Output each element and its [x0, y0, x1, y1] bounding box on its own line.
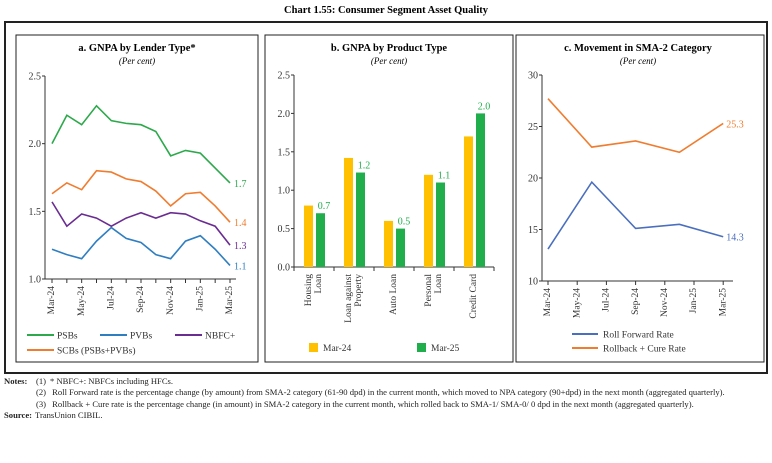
panel-b-category-label: Loan	[314, 274, 324, 294]
panel-c-x-tick-label: Sep-24	[631, 288, 641, 315]
note-text: Roll Forward rate is the percentage chan…	[52, 387, 725, 398]
panel-a-x-tick-label: Mar-24	[47, 286, 57, 315]
panel-b-subtitle: (Per cent)	[371, 56, 407, 66]
panel-b-title: b. GNPA by Product Type	[331, 43, 448, 54]
note-number: (2)	[36, 387, 47, 398]
panel-c-x-tick-label: May-24	[572, 288, 582, 318]
legend-swatch	[309, 343, 318, 352]
legend-label: PVBs	[130, 332, 152, 342]
legend-swatch	[417, 343, 426, 352]
notes-label: Notes:	[4, 376, 28, 386]
panel-a-y-tick-label: 1.0	[29, 275, 42, 286]
panel-c-frame	[515, 34, 765, 363]
panel-a-x-tick-label: Nov-24	[166, 286, 176, 315]
bar-data-label: 1.1	[438, 171, 451, 182]
legend-label: Rollback + Cure Rate	[603, 345, 686, 355]
series-end-label: 1.4	[234, 218, 247, 229]
series-end-label: 1.3	[234, 241, 247, 252]
panel-b-y-tick-label: 2.5	[278, 71, 291, 82]
panel-b-y-tick-label: 1.5	[278, 147, 291, 158]
series-end-label: 1.7	[234, 179, 247, 190]
panel-a-y-tick-label: 1.5	[29, 207, 42, 218]
panel-b-category-label: Housing	[304, 274, 314, 306]
panel-b-y-tick-label: 0.5	[278, 224, 291, 235]
panel-b-category-label: Property	[354, 274, 364, 307]
panel-c-y-tick-label: 30	[528, 71, 538, 82]
note-text: Rollback + Cure rate is the percentage c…	[52, 398, 694, 409]
panel-a-x-tick-label: May-24	[77, 286, 87, 316]
note-text: * NBFC+: NBFCs including HFCs.	[50, 376, 174, 386]
panel-a-y-tick-label: 2.0	[29, 139, 42, 150]
panel-b-category-label: Loan	[434, 274, 444, 294]
series-line-scbs-psbs-pvbs-	[51, 169, 231, 223]
panel-c-y-tick-label: 20	[528, 174, 538, 185]
panel-c-x-tick-label: Jul-24	[602, 288, 612, 312]
bar-mar-24	[384, 220, 393, 267]
legend-label: PSBs	[57, 332, 78, 342]
bar-mar-24	[304, 205, 313, 267]
panel-b-category-label: Personal	[424, 274, 434, 307]
panel-c-y-tick-label: 10	[528, 277, 538, 288]
panel-c-x-tick-label: Jan-25	[689, 288, 699, 314]
legend-label: Roll Forward Rate	[603, 331, 674, 341]
note-number: (3)	[36, 398, 47, 409]
note-number: (1)	[36, 376, 47, 386]
series-line-nbfc-	[51, 201, 231, 246]
bar-data-label: 0.5	[398, 217, 411, 228]
panel-c-y-tick-label: 25	[528, 122, 538, 133]
panel-a-x-tick-label: Jan-25	[196, 286, 206, 312]
series-line-rollback-cure-rate	[547, 98, 724, 154]
series-line-roll-forward-rate	[547, 180, 724, 250]
bar-mar-24	[464, 136, 473, 267]
panel-b-y-tick-label: 2.0	[278, 109, 291, 120]
panel-c-title: c. Movement in SMA-2 Category	[564, 43, 713, 54]
legend-label: Mar-24	[323, 344, 352, 354]
panel-a-frame	[15, 34, 259, 363]
panel-c-x-tick-label: Mar-24	[543, 288, 553, 317]
series-end-label: 14.3	[726, 233, 744, 244]
legend-label: NBFC+	[205, 332, 235, 342]
panel-c-subtitle: (Per cent)	[620, 56, 656, 66]
panel-a-x-tick-label: Jul-24	[107, 286, 117, 310]
series-line-psbs	[51, 104, 231, 184]
panel-a-subtitle: (Per cent)	[119, 56, 155, 66]
panel-b-category-label: Auto Loan	[389, 274, 399, 315]
bar-data-label: 0.7	[318, 201, 331, 212]
legend-label: Mar-25	[431, 344, 460, 354]
figure-title: Chart 1.55: Consumer Segment Asset Quali…	[284, 5, 489, 16]
panel-b-y-tick-label: 0.0	[278, 263, 291, 274]
bar-mar-24	[344, 157, 353, 267]
panel-c-x-tick-label: Mar-25	[718, 288, 728, 317]
bar-mar-25	[316, 213, 325, 267]
bar-mar-25	[356, 172, 365, 267]
panel-b-category-label: Loan against	[344, 274, 354, 323]
bar-mar-25	[436, 182, 445, 267]
series-end-label: 25.3	[726, 119, 744, 130]
panel-a-x-tick-label: Mar-25	[225, 286, 235, 315]
bar-data-label: 2.0	[478, 101, 491, 112]
legend-label: SCBs (PSBs+PVBs)	[57, 346, 136, 357]
bar-data-label: 1.2	[358, 161, 371, 172]
bar-mar-25	[396, 228, 405, 267]
charts-canvas: Chart 1.55: Consumer Segment Asset Quali…	[4, 5, 768, 374]
panel-a-y-tick-label: 2.5	[29, 72, 42, 83]
panel-b-category-label: Credit Card	[469, 274, 479, 319]
series-line-pvbs	[51, 226, 231, 267]
notes-section: Notes: (1) * NBFC+: NBFCs including HFCs…	[4, 376, 768, 421]
panel-b-frame	[264, 34, 514, 363]
panel-b-y-tick-label: 1.0	[278, 186, 291, 197]
panel-c-x-tick-label: Nov-24	[660, 288, 670, 317]
series-end-label: 1.1	[234, 261, 247, 272]
source-label: Source:	[4, 409, 33, 420]
panel-a-title: a. GNPA by Lender Type*	[78, 43, 195, 54]
figure-frame	[4, 21, 768, 374]
bar-mar-24	[424, 174, 433, 267]
bar-mar-25	[476, 113, 485, 268]
panel-c-y-tick-label: 15	[528, 225, 538, 236]
source-text: TransUnion CIBIL.	[35, 409, 103, 420]
panel-a-x-tick-label: Sep-24	[136, 286, 146, 313]
